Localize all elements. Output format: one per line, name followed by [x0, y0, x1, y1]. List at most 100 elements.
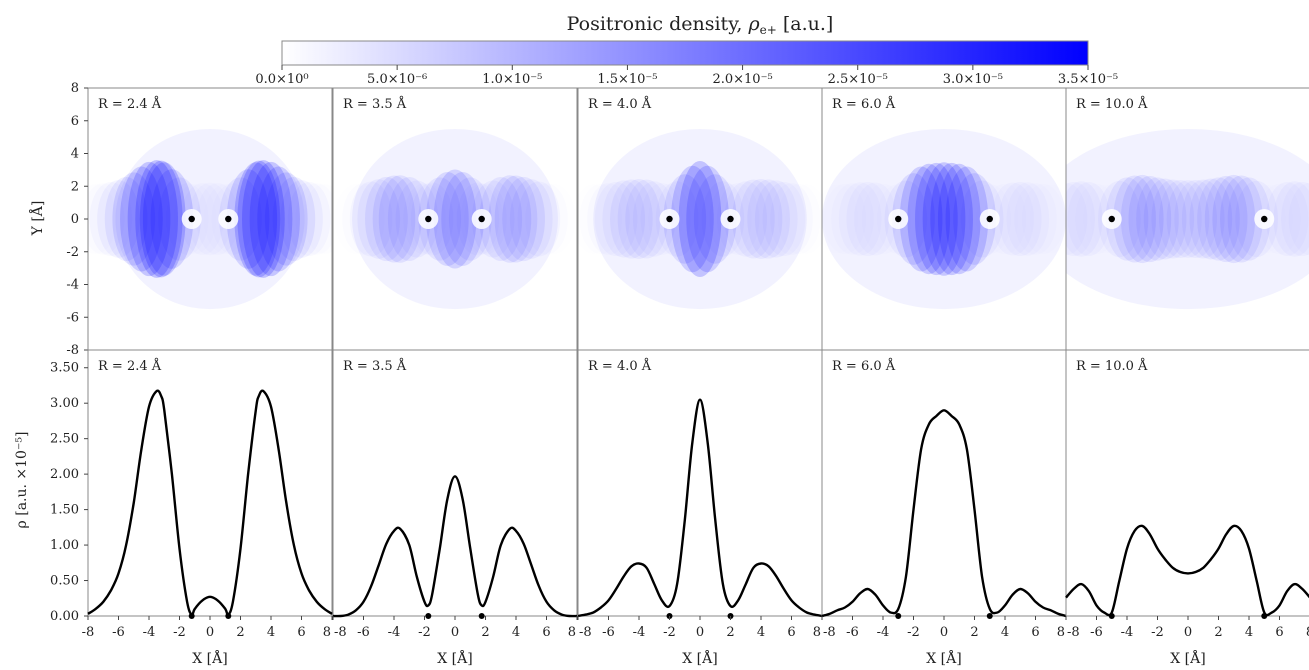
- x-tick-label: -4: [143, 625, 156, 640]
- density-cell: [249, 161, 293, 277]
- density-cell: [433, 169, 477, 269]
- x-tick-label: 4: [1245, 625, 1253, 640]
- heatmap-panel-label: R = 3.5 Å: [343, 96, 407, 112]
- density-cell: [219, 177, 262, 261]
- density-cell: [899, 166, 943, 272]
- nucleus-marker: [478, 613, 485, 619]
- nucleus-dot: [225, 215, 232, 223]
- density-cell: [732, 179, 775, 259]
- x-axis-label: X [Å]: [682, 649, 717, 667]
- density-cell: [1204, 175, 1248, 263]
- x-tick-label: -8: [334, 625, 347, 640]
- density-cell: [671, 165, 714, 273]
- nucleus-marker: [1261, 613, 1268, 619]
- lineplot-panel-label: R = 10.0 Å: [1076, 358, 1148, 374]
- colorbar-tick-label: 3.0×10⁻⁵: [943, 72, 1003, 87]
- x-tick-label: 2: [970, 625, 978, 640]
- colorbar-tick-label: 2.5×10⁻⁵: [828, 72, 888, 87]
- lineplot-panel: R = 2.4 Å -8 -6 -4 -2 0 2 4 6 8 X [Å]: [82, 349, 333, 667]
- nucleus-marker: [188, 613, 195, 619]
- density-cell: [1113, 175, 1156, 263]
- density-profile-line: [87, 389, 333, 616]
- x-axis-label: X [Å]: [1170, 649, 1205, 667]
- heatmap-panel: R = 4.0 Å: [577, 87, 823, 351]
- density-cell: [158, 177, 201, 261]
- x-tick-label: -2: [663, 625, 676, 640]
- lineplot-y-tick-label: 1.00: [50, 538, 79, 553]
- density-cell: [104, 176, 148, 262]
- density-cell: [1189, 178, 1233, 260]
- density-cell: [418, 177, 462, 261]
- density-profile-line: [577, 398, 823, 618]
- density-halo: [822, 128, 1066, 310]
- heatmap-image: [593, 128, 807, 310]
- colorbar-title-rho: ρ: [747, 13, 760, 35]
- lineplot-panel: R = 4.0 Å -8 -6 -4 -2 0 2 4 6 8 X [Å]: [577, 349, 823, 667]
- density-cell: [1212, 174, 1256, 264]
- x-tick-label: 0: [696, 625, 704, 640]
- lineplot-y-tick-label: 1.50: [50, 503, 79, 518]
- x-tick-label: -8: [823, 625, 836, 640]
- density-cell: [242, 160, 285, 278]
- nucleus-marker: [895, 613, 902, 619]
- x-tick-label: 0: [1184, 625, 1192, 640]
- density-cell: [479, 176, 523, 262]
- density-cell: [264, 172, 308, 266]
- density-cell: [127, 161, 171, 277]
- colorbar-tick-label: 0.0×10⁰: [255, 72, 308, 87]
- colorbar-title-sub: e+: [760, 23, 777, 37]
- colorbar: [281, 40, 1089, 66]
- density-cell: [915, 162, 958, 276]
- lineplot-y-tick-label: 3.00: [50, 396, 79, 411]
- density-cell: [365, 176, 408, 262]
- lineplot-panel-label: R = 4.0 Å: [588, 358, 652, 374]
- density-cell: [1136, 177, 1179, 261]
- nucleus-dot: [478, 215, 485, 223]
- colorbar-tick-label: 2.0×10⁻⁵: [712, 72, 772, 87]
- density-cell: [135, 160, 178, 278]
- lineplot-row: R = 2.4 Å -8 -6 -4 -2 0 2 4 6 8 X [Å] R = 3.5 Å -8 -6…: [50, 349, 1309, 667]
- density-cell: [1181, 179, 1225, 259]
- x-tick-label: -8: [82, 625, 95, 640]
- density-profile-line: [1065, 524, 1309, 617]
- nucleus-dot: [986, 215, 993, 223]
- x-tick-label: -8: [579, 625, 592, 640]
- density-cell: [930, 162, 973, 276]
- x-tick-label: 8: [813, 625, 821, 640]
- density-cell: [448, 177, 492, 261]
- x-tick-label: -2: [907, 625, 920, 640]
- heatmap-y-tick-label: -6: [66, 310, 79, 325]
- density-cell: [922, 162, 966, 276]
- colorbar-title-unit: [a.u.]: [777, 13, 834, 35]
- heatmap-panel-label: R = 6.0 Å: [832, 96, 896, 112]
- density-cell: [112, 172, 156, 266]
- lineplot-y-tick-label: 0.00: [50, 609, 79, 624]
- heatmap-panel: R = 6.0 Å: [821, 87, 1067, 351]
- x-tick-label: 6: [1031, 625, 1039, 640]
- x-tick-label: 8: [568, 625, 576, 640]
- x-tick-label: 0: [206, 625, 214, 640]
- density-cell: [693, 174, 737, 264]
- heatmap-image: [1066, 128, 1309, 310]
- lineplot-panel-label: R = 6.0 Å: [832, 358, 896, 374]
- density-cell: [1143, 178, 1187, 260]
- x-tick-label: 0: [451, 625, 459, 640]
- density-cell: [610, 179, 653, 259]
- density-cell: [488, 175, 532, 263]
- heatmap-y-tick-label: -2: [66, 245, 79, 260]
- nucleus-dot: [666, 215, 673, 223]
- density-profile-line: [332, 475, 578, 618]
- lineplot-panel-label: R = 3.5 Å: [343, 358, 407, 374]
- heatmap-y-tick-label: 8: [71, 81, 79, 96]
- x-tick-label: -4: [1121, 625, 1134, 640]
- heatmap-image: [104, 128, 316, 310]
- nucleus-marker: [425, 613, 432, 619]
- x-tick-label: 6: [787, 625, 795, 640]
- heatmap-y-tick-label: 0: [71, 212, 79, 227]
- heatmap-panel: R = 3.5 Å: [332, 87, 578, 351]
- lineplot-y-tick-label: 2.50: [50, 432, 79, 447]
- x-tick-label: 6: [1275, 625, 1283, 640]
- density-cell: [625, 179, 668, 259]
- x-tick-label: 4: [757, 625, 765, 640]
- x-tick-label: 6: [297, 625, 305, 640]
